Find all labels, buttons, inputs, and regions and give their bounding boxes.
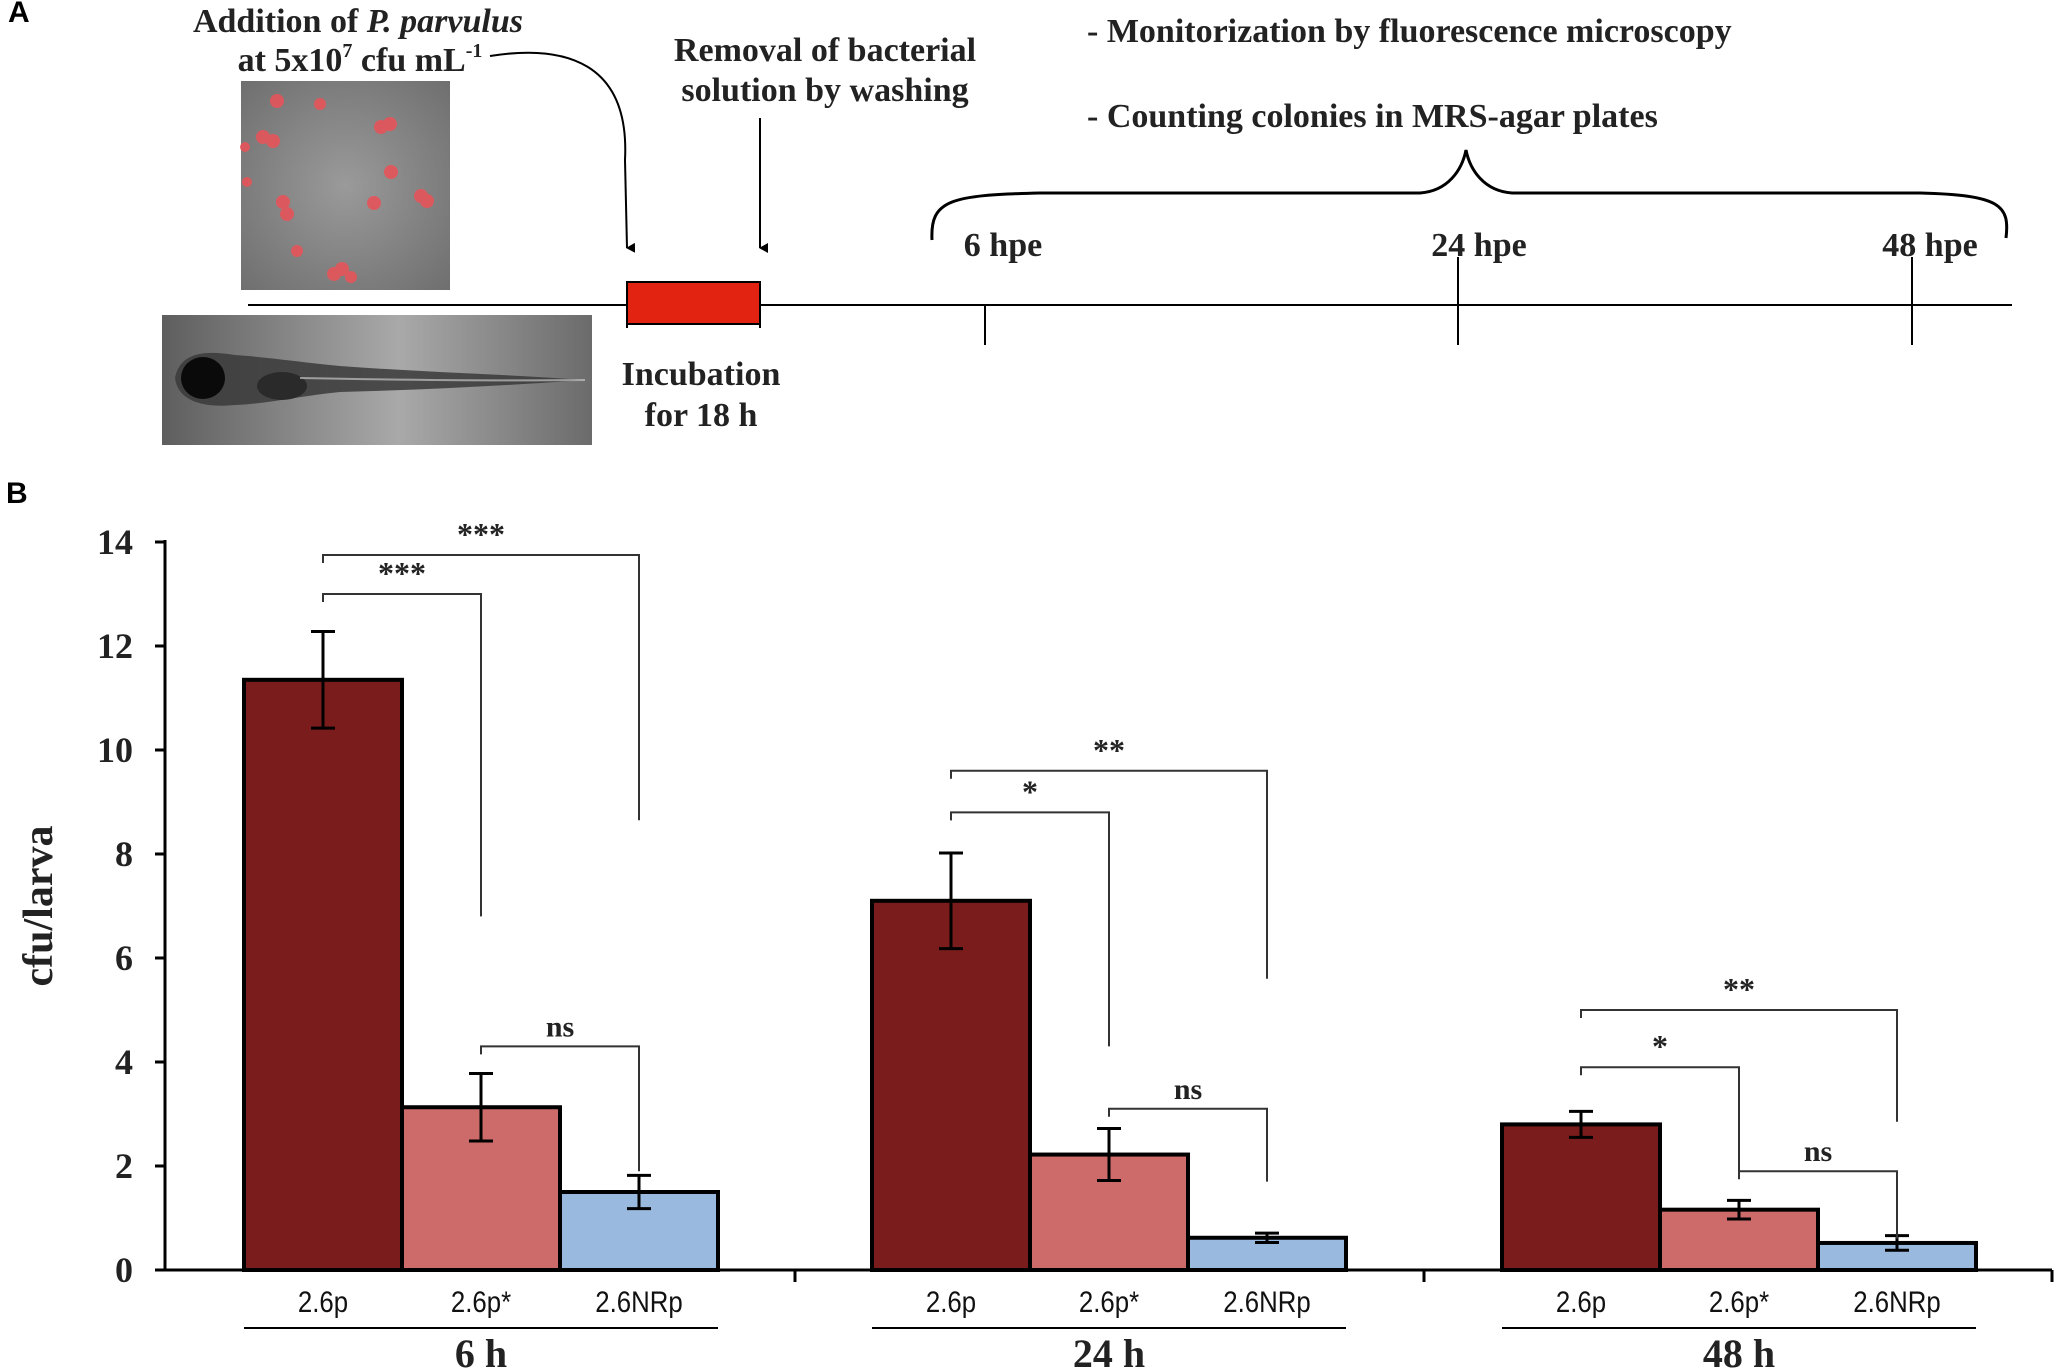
x-tick-label-24h-2.6p: 2.6p xyxy=(926,1285,976,1318)
monitor-text-1: - Monitorization by fluorescence microsc… xyxy=(1087,13,1732,50)
bar-48h-2.6p xyxy=(1500,1122,1662,1273)
significance-bracket-7 xyxy=(1580,1009,1898,1122)
x-tick-label-48h-2.6NRp: 2.6NRp xyxy=(1853,1285,1940,1318)
y-tick-label-0: 0 xyxy=(115,1250,133,1290)
bar-24h-2.6p xyxy=(870,898,1032,1272)
timepoint-label-24hpe: 24 hpe xyxy=(1431,227,1526,264)
y-tick-label-4: 4 xyxy=(115,1042,133,1082)
significance-label-4: ** xyxy=(1093,732,1125,768)
significance-bracket-8 xyxy=(1738,1170,1898,1239)
addition-label-line2: at 5x107 cfu mL-1 xyxy=(238,40,483,79)
significance-bracket-0 xyxy=(322,593,482,917)
significance-label-6: * xyxy=(1652,1028,1668,1064)
x-tick-label-48h-2.6p*: 2.6p* xyxy=(1709,1285,1769,1318)
significance-bracket-4 xyxy=(950,769,1268,979)
significance-label-0: *** xyxy=(378,555,426,591)
significance-label-1: *** xyxy=(457,516,505,552)
timepoint-label-48hpe: 48 hpe xyxy=(1882,227,1977,264)
significance-bracket-2 xyxy=(480,1045,640,1172)
panel-a-label: A xyxy=(8,0,30,29)
removal-label-line2: solution by washing xyxy=(681,72,968,109)
fluorescence-micrograph xyxy=(240,81,450,290)
x-tick-label-24h-2.6p*: 2.6p* xyxy=(1079,1285,1139,1318)
timepoint-label-6hpe: 6 hpe xyxy=(964,227,1042,264)
bar-6h-2.6p xyxy=(242,677,404,1272)
panel-a: A Addition of P. parvulus at 5x107 cfu m… xyxy=(8,0,2012,445)
y-tick-label-10: 10 xyxy=(97,730,133,770)
significance-label-5: ns xyxy=(1174,1073,1202,1106)
bar-24h-2.6p* xyxy=(1028,1152,1190,1273)
significance-bracket-6 xyxy=(1580,1066,1740,1177)
x-tick-label-6h-2.6NRp: 2.6NRp xyxy=(595,1285,682,1318)
group-label-48h: 48 h xyxy=(1703,1331,1775,1369)
bar-24h-2.6NRp xyxy=(1186,1235,1348,1273)
incubation-label-line1: Incubation xyxy=(622,356,781,393)
significance-bracket-3 xyxy=(950,811,1110,1047)
y-tick-label-14: 14 xyxy=(97,522,133,562)
group-label-6h: 6 h xyxy=(455,1331,507,1369)
significance-label-3: * xyxy=(1022,773,1038,809)
y-tick-label-8: 8 xyxy=(115,834,133,874)
significance-label-7: ** xyxy=(1723,971,1755,1007)
incubation-bar xyxy=(626,281,761,325)
y-tick-label-2: 2 xyxy=(115,1146,133,1186)
y-tick-label-6: 6 xyxy=(115,938,133,978)
removal-label-line1: Removal of bacterial xyxy=(674,32,976,69)
x-tick-label-24h-2.6NRp: 2.6NRp xyxy=(1223,1285,1310,1318)
significance-label-8: ns xyxy=(1804,1135,1832,1168)
zebrafish-larva-image xyxy=(162,315,592,445)
panel-b-label: B xyxy=(6,477,28,510)
incubation-label-line2: for 18 h xyxy=(645,397,758,434)
significance-bracket-5 xyxy=(1108,1107,1268,1182)
significance-label-2: ns xyxy=(546,1010,574,1043)
monitor-text-2: - Counting colonies in MRS-agar plates xyxy=(1087,98,1658,135)
x-tick-label-6h-2.6p: 2.6p xyxy=(298,1285,348,1318)
group-label-24h: 24 h xyxy=(1073,1331,1145,1369)
addition-arrow xyxy=(489,51,636,253)
addition-label-line1: Addition of P. parvulus xyxy=(193,3,523,40)
timepoint-brace xyxy=(930,149,2009,241)
significance-bracket-1 xyxy=(322,554,640,821)
y-tick-label-12: 12 xyxy=(97,626,133,666)
y-axis-label: cfu/larva xyxy=(16,826,62,987)
x-tick-label-48h-2.6p: 2.6p xyxy=(1556,1285,1606,1318)
x-tick-label-6h-2.6p*: 2.6p* xyxy=(451,1285,511,1318)
